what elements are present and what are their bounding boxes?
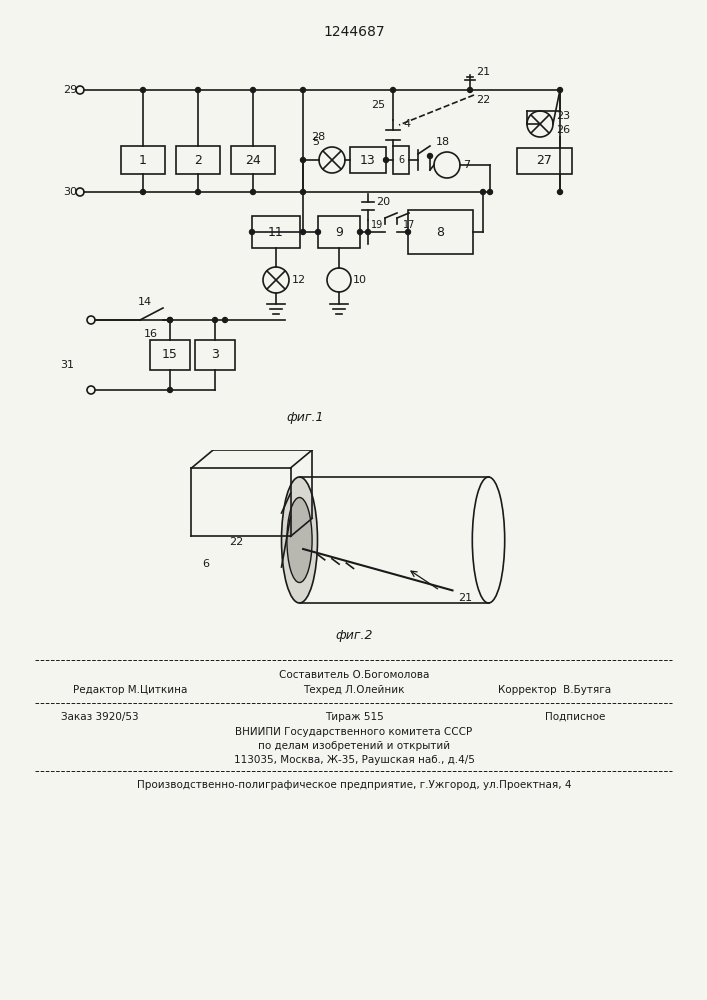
Circle shape — [467, 88, 472, 93]
Text: 29: 29 — [63, 85, 77, 95]
Circle shape — [300, 190, 305, 194]
Circle shape — [141, 190, 146, 194]
Text: 15: 15 — [162, 349, 178, 361]
Text: 24: 24 — [245, 153, 261, 166]
Text: 113035, Москва, Ж-35, Раушская наб., д.4/5: 113035, Москва, Ж-35, Раушская наб., д.4… — [233, 755, 474, 765]
Circle shape — [383, 157, 389, 162]
Bar — [252, 216, 300, 248]
Bar — [408, 210, 473, 254]
Text: 10: 10 — [353, 275, 367, 285]
Text: 14: 14 — [138, 297, 152, 307]
Bar — [350, 147, 386, 173]
Circle shape — [223, 318, 228, 322]
Circle shape — [250, 88, 255, 93]
Circle shape — [390, 88, 395, 93]
Text: 18: 18 — [436, 137, 450, 147]
Text: Корректор  В.Бутяга: Корректор В.Бутяга — [498, 685, 612, 695]
Circle shape — [168, 387, 173, 392]
Text: ВНИИПИ Государственного комитета СССР: ВНИИПИ Государственного комитета СССР — [235, 727, 472, 737]
Text: 7: 7 — [463, 160, 470, 170]
Text: 22: 22 — [476, 95, 490, 105]
Text: 23: 23 — [556, 111, 570, 121]
Text: фиг.1: фиг.1 — [286, 412, 324, 424]
Text: по делам изобретений и открытий: по делам изобретений и открытий — [258, 741, 450, 751]
Circle shape — [250, 190, 255, 194]
Circle shape — [168, 318, 173, 322]
Text: 3: 3 — [211, 349, 219, 361]
Text: 13: 13 — [360, 153, 376, 166]
Text: Производственно-полиграфическое предприятие, г.Ужгород, ул.Проектная, 4: Производственно-полиграфическое предприя… — [136, 780, 571, 790]
Bar — [195, 340, 235, 370]
Circle shape — [406, 230, 411, 234]
Circle shape — [558, 190, 563, 194]
Text: 2: 2 — [194, 153, 202, 166]
Text: 20: 20 — [376, 197, 390, 207]
Bar — [517, 148, 572, 174]
Text: 12: 12 — [292, 275, 306, 285]
Text: Техред Л.Олейник: Техред Л.Олейник — [303, 685, 404, 695]
Text: Тираж 515: Тираж 515 — [325, 712, 383, 722]
Text: Заказ 3920/53: Заказ 3920/53 — [62, 712, 139, 722]
Text: 30: 30 — [63, 187, 77, 197]
Bar — [393, 146, 409, 174]
Circle shape — [558, 88, 563, 93]
Text: 21: 21 — [476, 67, 490, 77]
Text: 6: 6 — [398, 155, 404, 165]
Text: 27: 27 — [537, 154, 552, 167]
Circle shape — [196, 88, 201, 93]
Text: 26: 26 — [556, 125, 570, 135]
Circle shape — [300, 230, 305, 234]
Text: 21: 21 — [458, 593, 472, 603]
Circle shape — [315, 230, 320, 234]
Text: Подписное: Подписное — [545, 712, 605, 722]
Text: 17: 17 — [403, 220, 416, 230]
Bar — [176, 146, 220, 174]
Circle shape — [300, 157, 305, 162]
Text: Редактор М.Циткина: Редактор М.Циткина — [73, 685, 187, 695]
Bar — [121, 146, 165, 174]
Text: 31: 31 — [60, 360, 74, 370]
Circle shape — [428, 153, 433, 158]
Text: 1244687: 1244687 — [323, 25, 385, 39]
Text: фиг.2: фиг.2 — [335, 629, 373, 642]
Circle shape — [481, 190, 486, 194]
Circle shape — [358, 230, 363, 234]
Ellipse shape — [281, 477, 317, 603]
Bar — [150, 340, 190, 370]
Text: 9: 9 — [335, 226, 343, 238]
Circle shape — [488, 190, 493, 194]
Text: Составитель О.Богомолова: Составитель О.Богомолова — [279, 670, 429, 680]
Circle shape — [366, 230, 370, 234]
Text: 1: 1 — [139, 153, 147, 166]
Text: 5: 5 — [312, 137, 320, 147]
Bar — [231, 146, 275, 174]
Circle shape — [250, 230, 255, 234]
Circle shape — [300, 88, 305, 93]
Text: 6: 6 — [202, 559, 209, 569]
Text: 4: 4 — [403, 119, 410, 129]
Ellipse shape — [287, 497, 312, 583]
Bar — [318, 216, 360, 248]
Text: 8: 8 — [436, 226, 445, 238]
Text: 22: 22 — [229, 537, 244, 547]
Circle shape — [168, 318, 173, 322]
Text: 16: 16 — [144, 329, 158, 339]
Circle shape — [213, 318, 218, 322]
Text: 19: 19 — [370, 220, 383, 230]
Circle shape — [141, 88, 146, 93]
Text: 28: 28 — [311, 132, 325, 142]
Text: 25: 25 — [371, 100, 385, 110]
Circle shape — [196, 190, 201, 194]
Text: 11: 11 — [268, 226, 284, 238]
